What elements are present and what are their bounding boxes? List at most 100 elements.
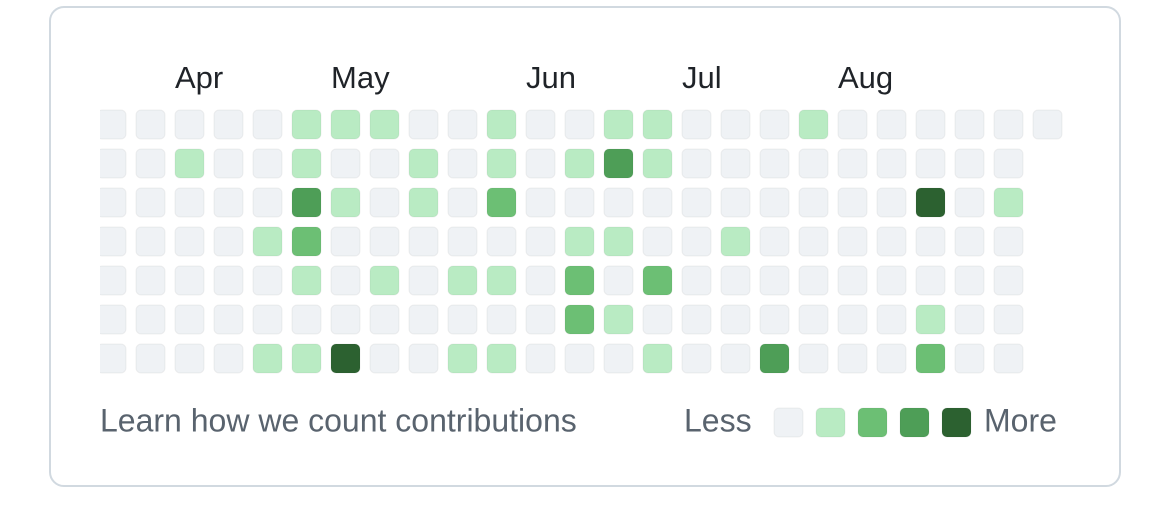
day-cell [486,187,517,218]
day-cell [369,265,400,296]
day-cell [876,226,907,257]
day-cell [291,187,322,218]
day-cell [759,265,790,296]
month-label: Jul [682,60,722,95]
day-cell [837,265,868,296]
day-cell [603,226,634,257]
day-cell [876,187,907,218]
legend-swatch [899,407,930,438]
day-cell [642,109,673,140]
day-cell [525,304,556,335]
day-cell [954,343,985,374]
day-cell [486,304,517,335]
day-cell [720,343,751,374]
day-cell [213,304,244,335]
day-cell [876,148,907,179]
day-cell [447,187,478,218]
day-cell [369,148,400,179]
month-label: Apr [175,60,223,95]
day-cell [876,304,907,335]
day-cell [330,226,361,257]
day-cell [798,187,829,218]
day-cell [447,148,478,179]
day-cell [564,148,595,179]
day-cell [837,226,868,257]
day-cell [564,109,595,140]
day-cell [135,148,166,179]
day-cell [681,226,712,257]
day-cell [837,148,868,179]
day-cell [369,226,400,257]
day-cell [486,109,517,140]
day-cell [135,343,166,374]
day-cell [954,148,985,179]
legend-swatch [815,407,846,438]
learn-link[interactable]: Learn how we count contributions [100,402,577,438]
day-cell [213,343,244,374]
day-cell [447,265,478,296]
day-cell [954,265,985,296]
legend-swatch [941,407,972,438]
day-cell [798,109,829,140]
day-cell [915,187,946,218]
day-cell [993,304,1024,335]
month-label: May [331,60,390,95]
day-cell [954,187,985,218]
day-cell [135,265,166,296]
day-cell [525,226,556,257]
day-cell [798,148,829,179]
day-cell [993,148,1024,179]
day-cell [681,109,712,140]
day-cell [876,265,907,296]
day-cell [330,265,361,296]
day-cell [213,148,244,179]
day-cell [603,148,634,179]
day-cell [603,343,634,374]
day-cell [369,343,400,374]
day-cell [954,226,985,257]
day-cell [642,265,673,296]
day-cell [447,109,478,140]
day-cell [447,343,478,374]
day-cell [174,304,205,335]
day-cell [603,265,634,296]
legend-more: More [984,402,1057,438]
day-cell [798,343,829,374]
day-cell [486,226,517,257]
day-cell [837,304,868,335]
day-cell [174,265,205,296]
day-cell [330,148,361,179]
month-labels: Apr May Jun Jul Aug [175,60,893,95]
day-cell [100,148,127,179]
day-cell [100,304,127,335]
day-cell [291,343,322,374]
day-cell [798,226,829,257]
day-cell [564,187,595,218]
day-cell [525,187,556,218]
day-cell [135,109,166,140]
day-cell [100,187,127,218]
day-cell [759,148,790,179]
day-cell [915,343,946,374]
day-cell [408,226,439,257]
day-cell [681,343,712,374]
day-cell [837,187,868,218]
day-cell [954,304,985,335]
day-cell [330,187,361,218]
day-cell [486,343,517,374]
day-cell [564,265,595,296]
day-cell [135,187,166,218]
legend-less: Less [684,402,752,438]
day-cell [252,148,283,179]
day-cell [681,187,712,218]
day-cell [720,304,751,335]
day-cell [213,187,244,218]
day-cell [291,226,322,257]
day-cell [603,304,634,335]
day-cell [915,148,946,179]
day-cell [915,265,946,296]
day-cell [486,148,517,179]
day-cell [681,148,712,179]
day-cell [100,109,127,140]
